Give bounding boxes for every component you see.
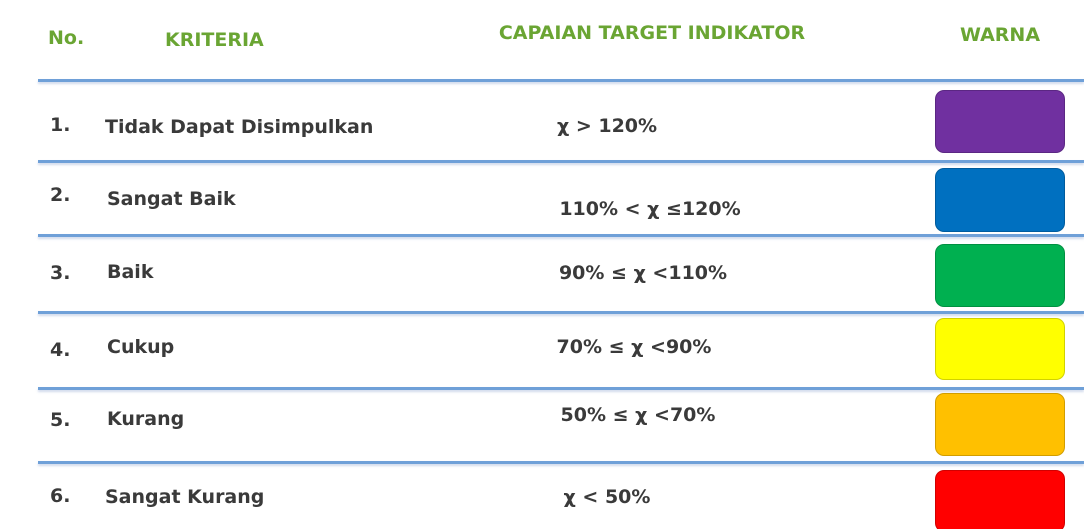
row-range: 110% < χ ≤120% [559, 198, 741, 220]
row-number: 5. [50, 409, 71, 431]
header-color: WARNA [959, 24, 1041, 46]
row-range: χ > 120% [556, 115, 658, 137]
color-swatch [935, 244, 1065, 307]
row-divider [38, 234, 1084, 237]
row-divider [38, 79, 1084, 82]
row-divider [38, 160, 1084, 163]
color-swatch [935, 393, 1065, 456]
row-number: 3. [50, 262, 71, 284]
row-range: 90% ≤ χ <110% [558, 262, 728, 284]
row-range: 50% ≤ χ <70% [560, 404, 716, 426]
row-divider [38, 311, 1084, 314]
row-criteria: Sangat Baik [107, 188, 236, 210]
header-no: No. [48, 27, 85, 49]
row-range: 70% ≤ χ <90% [556, 336, 712, 358]
row-criteria: Kurang [107, 408, 185, 430]
color-swatch [935, 168, 1065, 232]
header-criteria: KRITERIA [165, 29, 264, 51]
row-range: χ < 50% [563, 486, 651, 508]
row-criteria: Tidak Dapat Disimpulkan [105, 116, 374, 138]
row-criteria: Baik [107, 261, 154, 283]
row-number: 4. [50, 339, 71, 361]
row-number: 2. [50, 184, 71, 206]
row-number: 1. [50, 114, 71, 136]
row-divider [38, 387, 1084, 390]
color-swatch [935, 90, 1065, 153]
row-divider [38, 461, 1084, 464]
row-criteria: Cukup [107, 336, 175, 358]
color-swatch [935, 318, 1065, 380]
color-swatch [935, 470, 1065, 529]
row-criteria: Sangat Kurang [105, 486, 265, 508]
row-number: 6. [50, 485, 71, 507]
header-range: CAPAIAN TARGET INDIKATOR [498, 22, 806, 44]
